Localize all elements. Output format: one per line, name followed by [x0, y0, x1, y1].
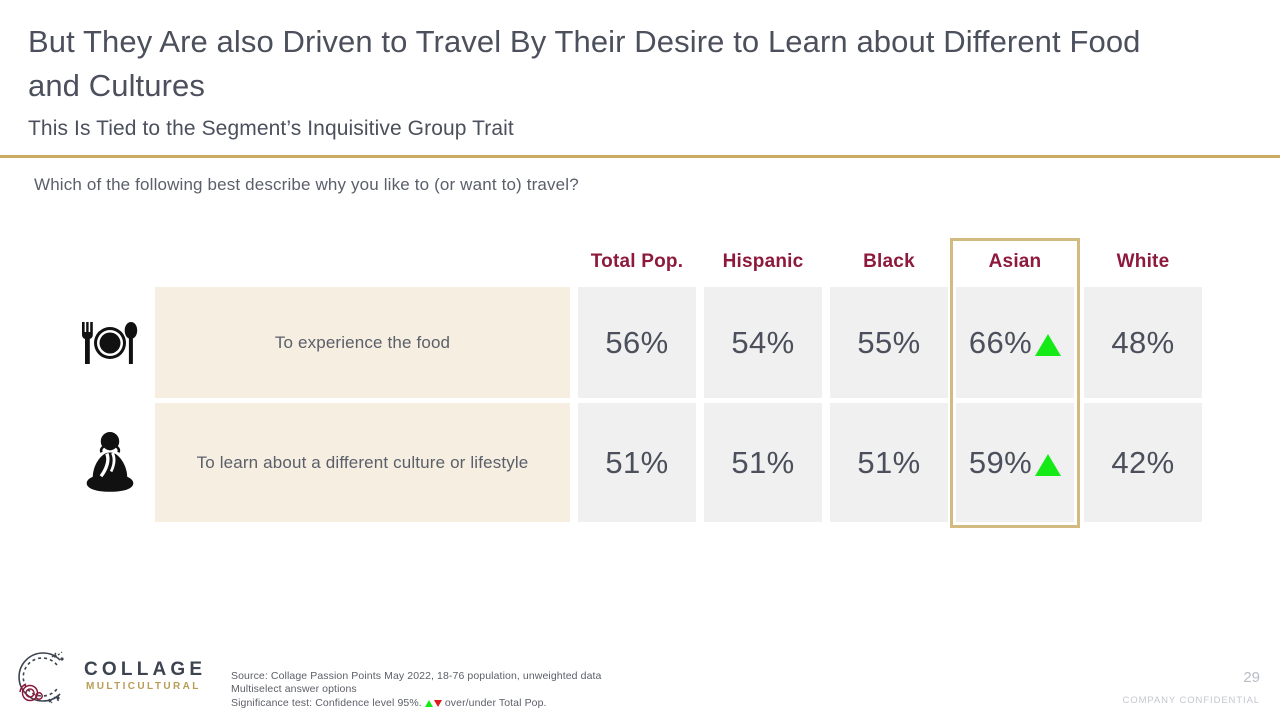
- cell-value: 55%: [857, 324, 921, 360]
- data-cell: 54%: [704, 287, 822, 398]
- collage-logo-mark: [18, 651, 64, 704]
- data-cell: 42%: [1084, 403, 1202, 522]
- table-row: To learn about a different culture or li…: [0, 403, 1280, 522]
- confidentiality-label: COMPANY CONFIDENTIAL: [1122, 695, 1260, 706]
- column-header-total-pop: Total Pop.: [590, 251, 684, 272]
- source-line-3: Significance test: Confidence level 95%.…: [231, 697, 601, 710]
- data-cell: 51%: [830, 403, 948, 522]
- significance-up-arrow-icon: [1035, 333, 1062, 356]
- logo-tagline: MULTICULTURAL: [86, 681, 201, 692]
- significance-text-suffix: over/under Total Pop.: [444, 696, 547, 709]
- table-row: To experience the food 56% 54% 55% 66% 48%: [0, 287, 1280, 398]
- cell-value: 54%: [731, 324, 795, 360]
- data-cell: 51%: [578, 403, 696, 522]
- row-label: To learn about a different culture or li…: [155, 403, 570, 522]
- data-cell: 48%: [1084, 287, 1202, 398]
- logo-wordmark: COLLAGE: [84, 659, 207, 680]
- cell-value: 51%: [857, 444, 921, 480]
- cell-value: 59%: [968, 444, 1033, 480]
- triangle-up-icon: [424, 699, 433, 707]
- column-header-white: White: [1116, 251, 1170, 272]
- column-header-hispanic: Hispanic: [722, 251, 804, 272]
- data-cell: 66%: [956, 287, 1074, 398]
- cell-value: 51%: [605, 444, 669, 480]
- row-label: To experience the food: [155, 287, 570, 398]
- buddha-statue-icon: [70, 403, 150, 522]
- triangle-down-icon: [433, 699, 442, 707]
- cell-value: 42%: [1111, 444, 1175, 480]
- cell-value: 51%: [731, 444, 795, 480]
- column-header-asian: Asian: [988, 251, 1042, 272]
- header-divider: [0, 155, 1280, 158]
- source-note: Source: Collage Passion Points May 2022,…: [231, 670, 601, 710]
- survey-question: Which of the following best describe why…: [34, 175, 579, 194]
- significance-text: Significance test: Confidence level 95%.: [231, 696, 422, 709]
- page-subtitle: This Is Tied to the Segment’s Inquisitiv…: [28, 117, 514, 140]
- source-line-1: Source: Collage Passion Points May 2022,…: [231, 670, 602, 682]
- source-line-2: Multiselect answer options: [231, 683, 357, 696]
- plate-utensils-icon: [70, 287, 150, 398]
- data-cell: 55%: [830, 287, 948, 398]
- cell-value: 66%: [968, 324, 1033, 360]
- significance-up-arrow-icon: [1035, 453, 1062, 476]
- data-cell: 56%: [578, 287, 696, 398]
- page-number: 29: [1243, 669, 1260, 686]
- collage-logo: COLLAGE MULTICULTURAL: [8, 648, 202, 706]
- page-title: But They Are also Driven to Travel By Th…: [28, 24, 1141, 103]
- cell-value: 48%: [1111, 324, 1175, 360]
- data-cell: 59%: [956, 403, 1074, 522]
- data-cell: 51%: [704, 403, 822, 522]
- column-header-black: Black: [863, 251, 915, 272]
- cell-value: 56%: [605, 324, 669, 360]
